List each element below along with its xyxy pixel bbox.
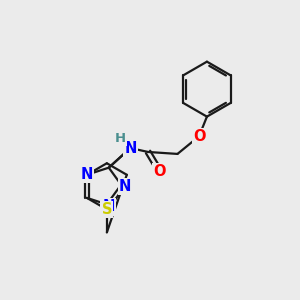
- Text: N: N: [81, 167, 93, 182]
- Text: N: N: [103, 200, 115, 214]
- Text: N: N: [124, 140, 136, 155]
- Text: N: N: [119, 179, 131, 194]
- Text: O: O: [154, 164, 166, 179]
- Text: O: O: [193, 129, 205, 144]
- Text: H: H: [115, 132, 126, 145]
- Text: S: S: [102, 202, 112, 217]
